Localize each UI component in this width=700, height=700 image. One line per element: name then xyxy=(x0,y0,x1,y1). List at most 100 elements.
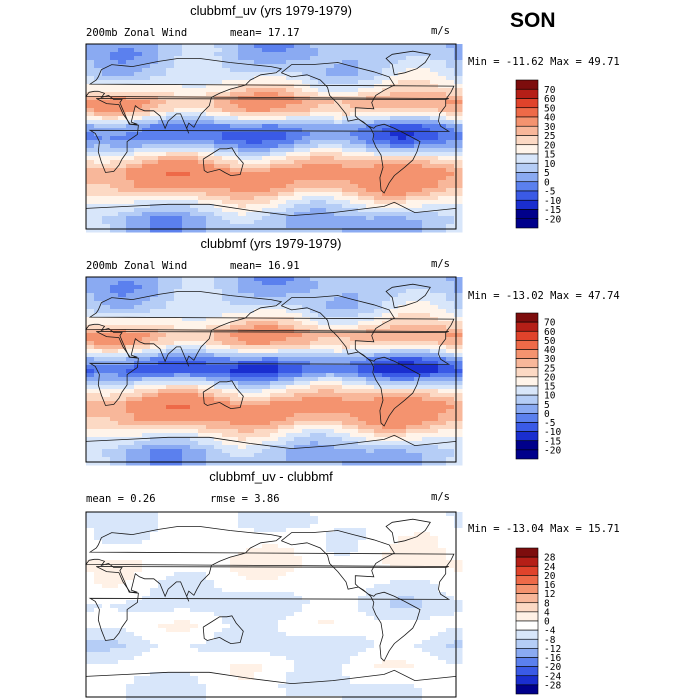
colorbar-swatch xyxy=(515,376,539,387)
colorbar-swatch xyxy=(515,135,539,146)
panel2-mean-label: mean= 16.91 xyxy=(230,260,300,272)
colorbar-swatch xyxy=(515,116,539,127)
panel1-heatmap xyxy=(85,43,463,233)
colorbar-tick-label: -20 xyxy=(544,662,561,673)
colorbar-swatch xyxy=(515,79,539,90)
colorbar-tick-label: 60 xyxy=(544,327,556,338)
panel1-mean-label: mean= 17.17 xyxy=(230,27,300,39)
colorbar-swatch xyxy=(515,340,539,350)
coastline xyxy=(202,147,244,177)
coastline xyxy=(85,669,457,685)
coastline xyxy=(85,434,457,450)
colorbar-swatch xyxy=(515,575,539,585)
colorbar-swatch xyxy=(515,153,539,164)
panel1-range-label: Min = -11.62 Max = 49.71 xyxy=(468,56,620,68)
colorbar-swatch xyxy=(515,367,539,378)
coastline xyxy=(85,526,455,602)
colorbar-tick-label: 70 xyxy=(544,318,556,329)
colorbar-swatch xyxy=(515,629,539,640)
coastline xyxy=(85,291,455,367)
panel3-range-label: Min = -13.04 Max = 15.71 xyxy=(468,523,620,535)
colorbar-tick-label: 5 xyxy=(544,168,550,179)
panel1-units-label: m/s xyxy=(431,25,450,37)
colorbar-swatch xyxy=(515,648,539,658)
coastline xyxy=(358,118,421,194)
coastline xyxy=(385,518,431,544)
colorbar-tick-label: -16 xyxy=(544,653,561,664)
coastline xyxy=(202,615,244,645)
colorbar-tick-label: -15 xyxy=(544,205,561,216)
coastline xyxy=(385,50,431,76)
colorbar-tick-label: -24 xyxy=(544,671,561,682)
colorbar-tick-label: 20 xyxy=(544,571,556,582)
colorbar-swatch xyxy=(515,440,539,451)
colorbar-tick-label: 16 xyxy=(544,580,556,591)
colorbar-swatch xyxy=(515,413,539,423)
colorbar-swatch xyxy=(515,312,539,323)
colorbar-swatch xyxy=(515,107,539,118)
colorbar-tick-label: 5 xyxy=(544,400,550,411)
colorbar-swatch xyxy=(515,684,539,695)
colorbar-tick-label: 40 xyxy=(544,113,556,124)
colorbar-tick-label: 4 xyxy=(544,607,550,618)
panel3-title: clubbmf_uv - clubbmf xyxy=(209,469,333,484)
panel2-title: clubbmf (yrs 1979-1979) xyxy=(200,236,342,251)
colorbar-tick-label: 30 xyxy=(544,122,556,133)
coastline xyxy=(358,586,421,662)
colorbar-tick-label: 20 xyxy=(544,372,556,383)
season-label: SON xyxy=(510,9,556,32)
panel2-variable-label: 200mb Zonal Wind xyxy=(86,260,188,272)
colorbar-swatch xyxy=(515,394,539,405)
colorbar-swatch xyxy=(515,584,539,594)
colorbar-tick-label: 8 xyxy=(544,598,550,609)
panel3-units-label: m/s xyxy=(431,491,450,503)
colorbar-tick-label: -10 xyxy=(544,196,561,207)
colorbar-swatch xyxy=(515,666,539,677)
coastline xyxy=(281,62,395,122)
colorbar-swatch xyxy=(515,422,539,432)
coastline xyxy=(202,380,244,410)
colorbar-tick-label: -4 xyxy=(544,626,556,637)
colorbar-tick-label: 70 xyxy=(544,85,556,96)
coastline xyxy=(85,58,455,134)
coastline xyxy=(88,566,451,641)
panel3-rmse-label: rmse = 3.86 xyxy=(210,493,280,505)
colorbar-tick-label: 25 xyxy=(544,363,555,374)
colorbar-swatch xyxy=(515,385,539,396)
colorbar-swatch xyxy=(515,209,539,220)
colorbar-tick-label: 50 xyxy=(544,103,556,114)
colorbar-tick-label: 40 xyxy=(544,345,556,356)
colorbar-tick-label: -10 xyxy=(544,427,561,438)
coastline xyxy=(88,98,451,173)
colorbar-tick-label: 20 xyxy=(544,140,556,151)
colorbar-swatch xyxy=(515,620,539,631)
colorbar-swatch xyxy=(515,98,539,109)
colorbar-tick-label: 60 xyxy=(544,94,556,105)
coastline xyxy=(85,201,457,217)
panel2-range-label: Min = -13.02 Max = 47.74 xyxy=(468,290,620,302)
colorbar-swatch xyxy=(515,199,539,210)
colorbar-swatch xyxy=(515,190,539,201)
coastline xyxy=(385,283,431,309)
colorbar-tick-label: -28 xyxy=(544,680,561,691)
colorbar-swatch xyxy=(515,144,539,155)
colorbar-tick-label: -20 xyxy=(544,445,561,456)
colorbar-tick-label: 0 xyxy=(544,617,550,628)
coastline xyxy=(281,530,395,590)
colorbar-swatch xyxy=(515,358,539,369)
colorbar-swatch xyxy=(515,162,539,173)
colorbar-swatch xyxy=(515,675,539,686)
colorbar-tick-label: 10 xyxy=(544,391,556,402)
panel3-mean-label: mean = 0.26 xyxy=(86,493,156,505)
colorbar-tick-label: 24 xyxy=(544,562,556,573)
panel3-heatmap xyxy=(85,511,463,700)
colorbar-swatch xyxy=(515,565,539,576)
coastline xyxy=(281,295,395,355)
colorbar-tick-label: 30 xyxy=(544,354,556,365)
colorbar-swatch xyxy=(515,330,539,341)
colorbar-tick-label: 25 xyxy=(544,131,555,142)
colorbar-tick-label: 12 xyxy=(544,589,555,600)
panel2-units-label: m/s xyxy=(431,258,450,270)
colorbar-tick-label: 0 xyxy=(544,409,550,420)
